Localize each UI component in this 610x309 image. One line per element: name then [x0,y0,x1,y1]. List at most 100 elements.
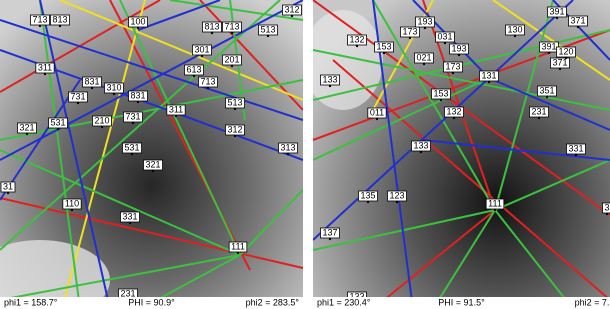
zone-label-text: 513 [260,24,275,34]
zone-label: 210 [92,115,111,126]
zone-label: 131 [479,70,498,81]
zone-label: 153 [431,88,450,99]
zone-label-text: 531 [124,142,139,152]
zone-label: 321 [143,159,162,170]
zone-label: 110 [63,198,81,209]
zone-point [132,122,134,124]
zone-point [193,75,195,77]
zone-label: 331 [120,211,139,222]
zone-label-text: 331 [122,211,137,221]
zone-point [137,27,139,29]
zone-point [538,117,540,119]
zone-point [367,201,369,203]
zone-label: 371 [568,15,587,26]
zone-point [606,213,608,215]
zone-point [129,222,131,224]
zone-label: 123 [387,190,406,201]
zone-label: 731 [68,91,87,102]
zone-point [575,154,577,156]
zone-label: 031 [435,31,454,42]
zone-point [234,108,236,110]
zone-label-text: 713 [200,76,215,86]
zone-point [267,35,269,37]
zone-label: 133 [320,74,339,85]
zone-point [556,17,558,19]
zone-point [494,209,496,211]
zone-label: 531 [122,142,141,153]
zone-label-text: 731 [70,91,85,101]
zone-label-text: 351 [539,85,554,95]
zone-label-text: 173 [402,26,417,36]
zone-point [458,54,460,56]
status-text: phi1 = 230.4° [317,297,371,307]
zone-point [546,96,548,98]
zone-label: 011 [368,107,386,118]
zone-label: 321 [17,122,36,133]
status-text: PHI = 91.5° [438,297,485,307]
zone-label: 831 [82,76,101,87]
zone-label-text: 130 [507,24,522,34]
zone-label: 313 [278,142,297,153]
zone-label: 311 [36,62,54,73]
zone-label: 813 [50,14,69,25]
zone-label-text: 3 [604,202,609,212]
zone-label-text: 011 [370,107,384,117]
page: 7138131008137135133123113012016138313107… [0,0,610,309]
zone-label-text: 123 [389,190,404,200]
zone-label-text: 813 [204,21,219,31]
zone-point [287,153,289,155]
zone-point [77,102,79,104]
zone-point [26,133,28,135]
zone-label-text: 321 [145,159,160,169]
zone-label-text: 193 [417,16,432,26]
zone-label: 301 [192,44,211,55]
zone-point [291,15,293,17]
zone-point [424,27,426,29]
zone-label: 312 [225,124,244,135]
zone-label: 391 [547,6,566,17]
zone-label: 100 [128,16,147,27]
zone-label-text: 391 [541,41,556,51]
zone-label-text: 31 [3,181,13,191]
zone-point [44,73,46,75]
zone-point [488,81,490,83]
pattern-panel: 1321531731930311931303913713913711200211… [313,0,610,309]
zone-point [329,238,331,240]
status-text: PHI = 90.9° [128,297,175,307]
zone-label-text: 133 [413,140,428,150]
zone-label: 331 [566,143,585,154]
zone-label: 713 [198,76,217,87]
zone-label-text: 110 [65,198,79,208]
zone-label-text: 831 [84,76,99,86]
zone-label: 111 [229,241,247,252]
zone-point [231,32,233,34]
zone-label-text: 131 [481,70,496,80]
zone-point [396,201,398,203]
zone-point [39,25,41,27]
zone-label-text: 301 [194,44,209,54]
zone-label-text: 391 [549,6,564,16]
zone-label: 193 [415,16,434,27]
zone-point [440,99,442,101]
zone-point [376,118,378,120]
zone-label-text: 210 [94,115,109,125]
zone-point [383,52,385,54]
zone-label: 312 [282,4,301,15]
zone-label-text: 713 [32,14,47,24]
zone-label: 513 [258,24,277,35]
zone-label: 391 [539,41,558,52]
zone-label: 351 [537,85,556,96]
zone-point [452,72,454,74]
zone-label: 130 [505,24,524,35]
zone-point [113,93,115,95]
zone-label-text: 111 [488,198,502,208]
zone-label: 120 [556,46,575,57]
zone-label: 133 [411,140,430,151]
zone-label-text: 731 [125,111,140,121]
zone-label-text: 193 [451,43,466,53]
zone-point [548,52,550,54]
zone-label: 153 [374,41,393,52]
zone-label: 173 [400,26,419,37]
zone-label-text: 137 [322,227,337,237]
